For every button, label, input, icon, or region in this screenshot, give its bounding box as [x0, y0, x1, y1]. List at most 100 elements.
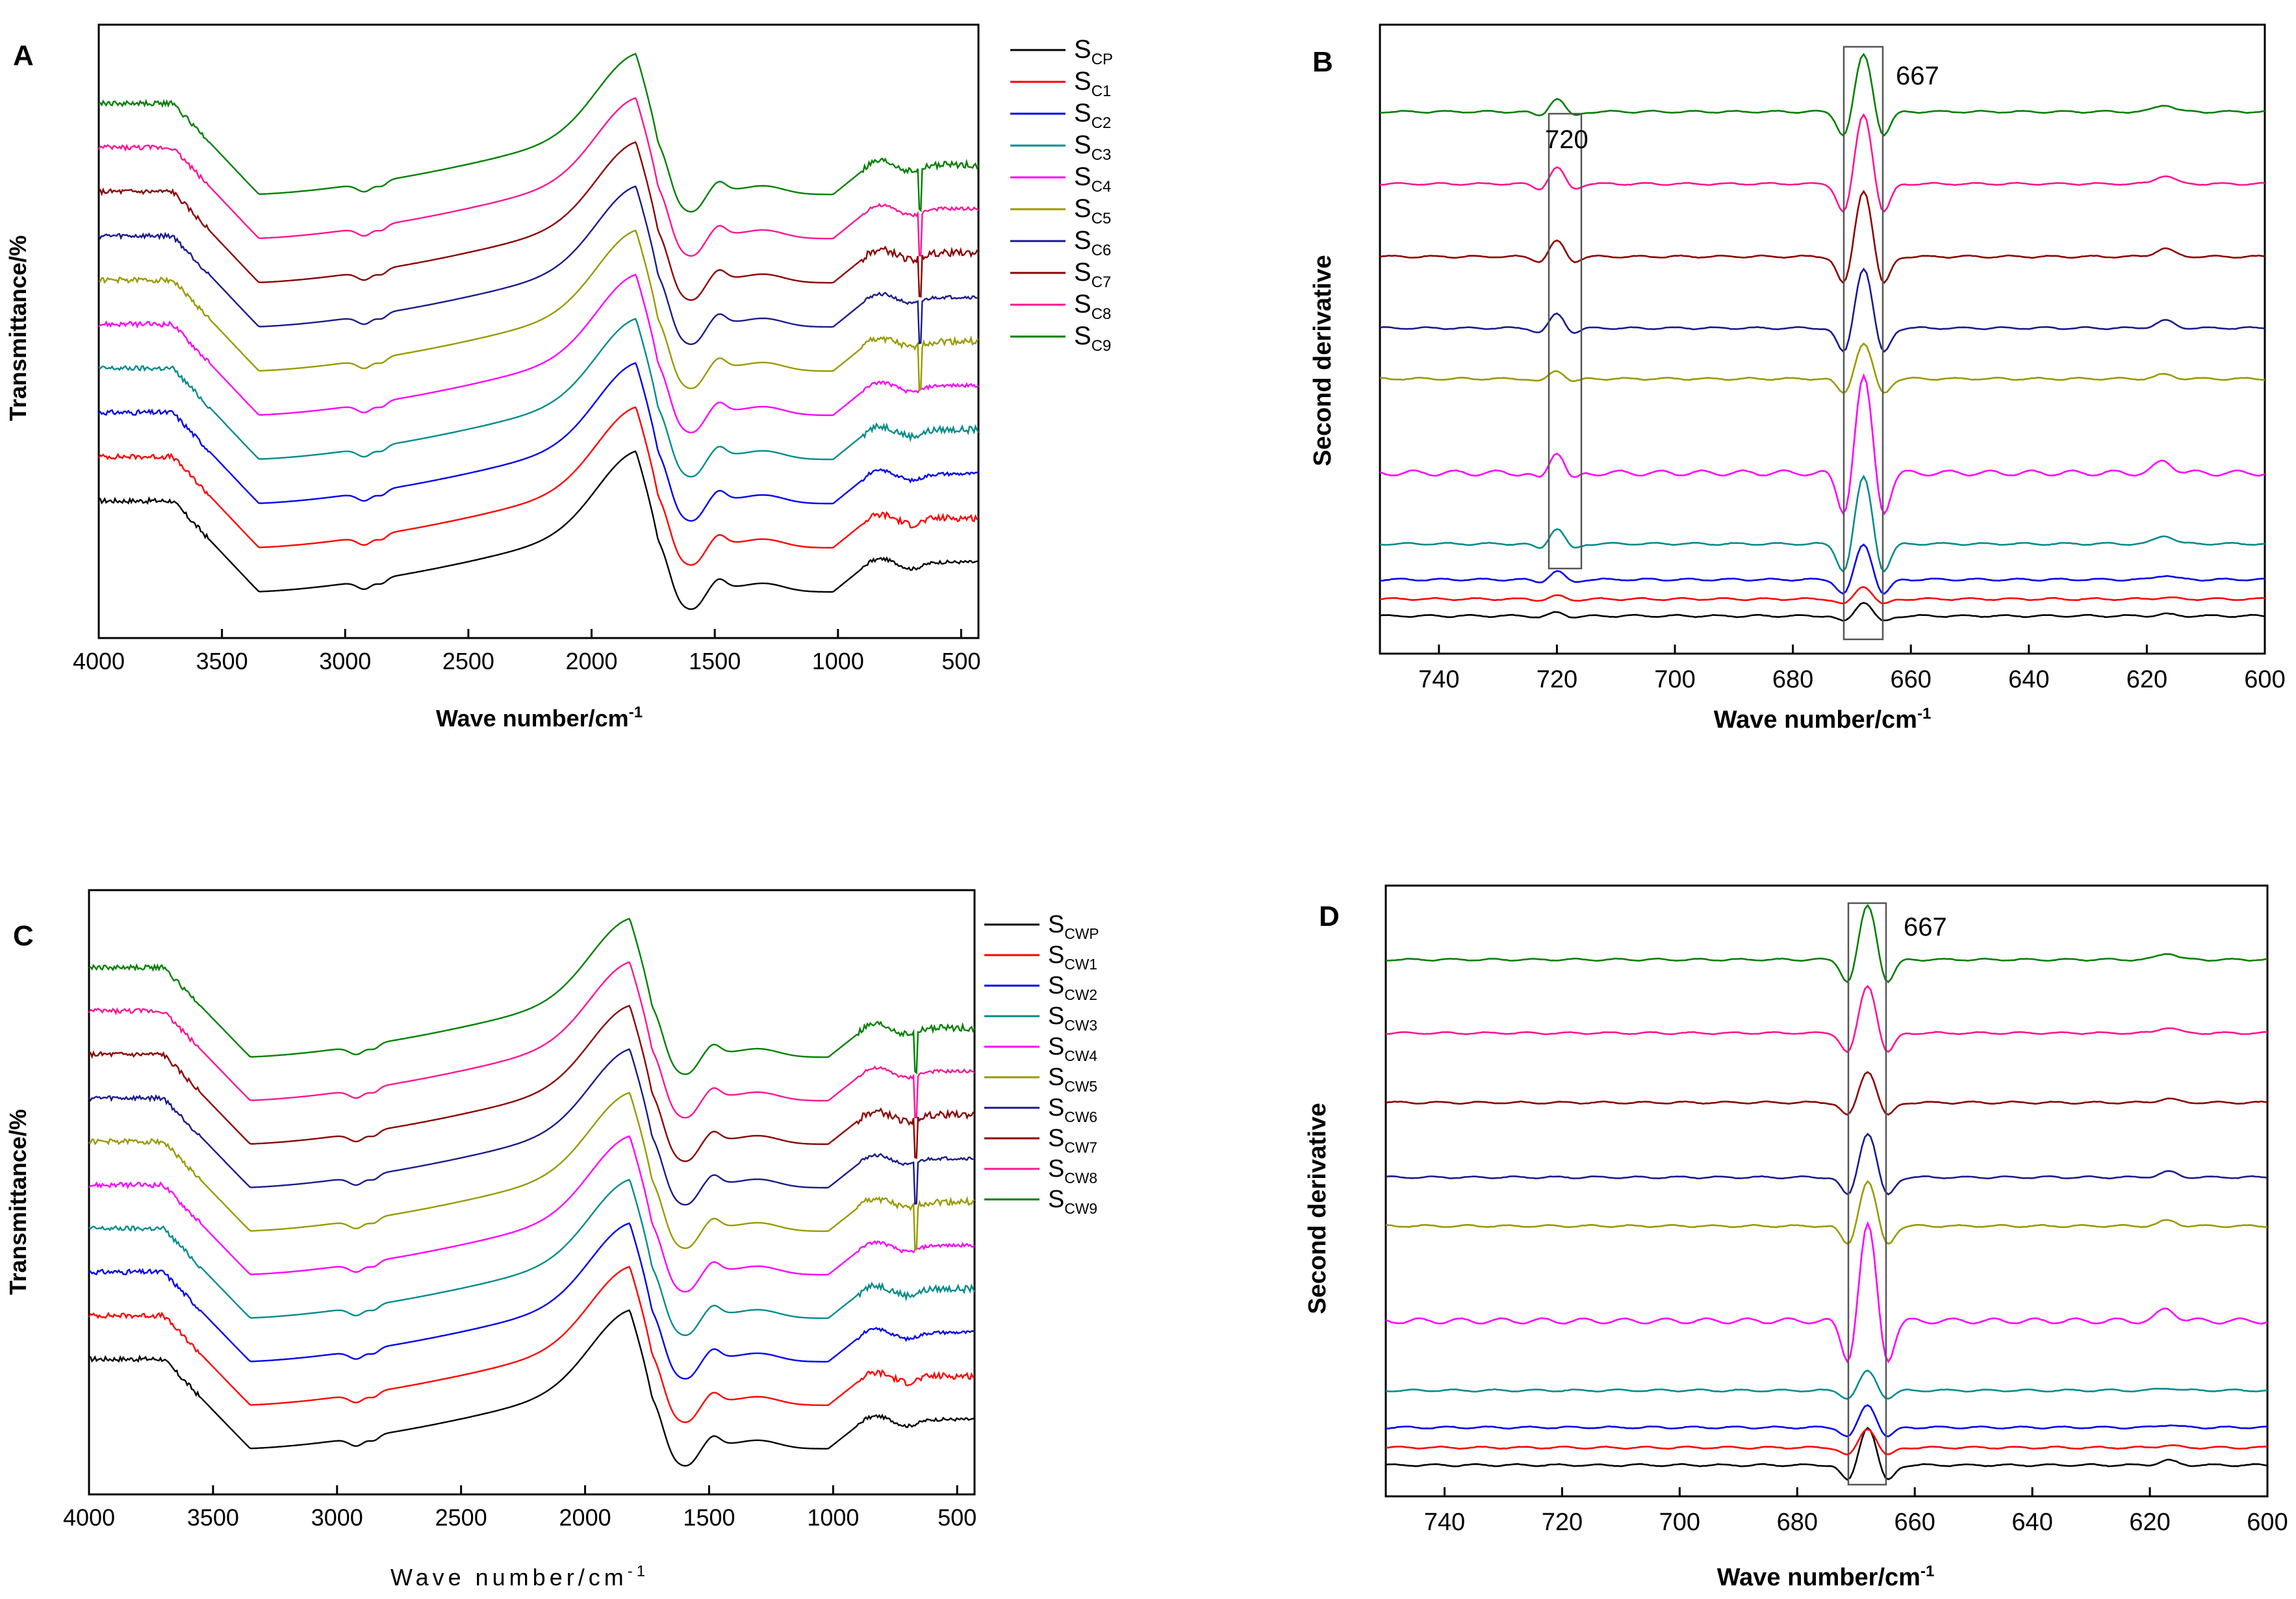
panel-b-annotation-720: 720	[1545, 125, 1588, 154]
derivative-series-line	[1385, 1180, 2268, 1245]
derivative-series-line	[1379, 474, 2265, 573]
panel-a-x-label: Wave number/cm-1	[436, 704, 643, 732]
x-tick-label: 700	[1654, 666, 1695, 693]
panel-d-y-label: Second derivative	[1304, 1103, 1331, 1314]
derivative-series-line	[1379, 342, 2265, 394]
series-line-cw8	[88, 961, 975, 1119]
legend-entry: SCW8	[1048, 1155, 1097, 1186]
legend-entry: SCP	[1074, 35, 1113, 68]
panel-c-label: C	[13, 920, 34, 952]
x-tick-label: 1500	[683, 1504, 735, 1531]
panel-d-x-ticks: 740 720 700 680 660 640 620 600	[1424, 1487, 2288, 1536]
x-tick-label: 740	[1424, 1509, 1465, 1536]
derivative-series-line	[1385, 1428, 2268, 1456]
derivative-series-line	[1379, 190, 2265, 284]
legend-entry: SCW1	[1048, 941, 1097, 973]
legend-entry: SCW5	[1048, 1064, 1097, 1095]
x-tick-label: 2000	[565, 648, 617, 674]
series-line-cw7	[88, 1004, 975, 1162]
legend-entry: SCW2	[1048, 972, 1097, 1003]
derivative-series-line	[1379, 53, 2265, 137]
x-tick-label: 2500	[442, 648, 494, 674]
series-line-cw2	[88, 1222, 975, 1380]
series-line-c4	[98, 274, 979, 433]
legend-entry: SCW7	[1048, 1125, 1097, 1156]
x-tick-label: 2500	[435, 1504, 487, 1531]
legend-entry: SC8	[1074, 290, 1111, 323]
legend-entry: SCW9	[1048, 1186, 1097, 1217]
series-line-cw1	[88, 1266, 975, 1424]
panel-c-curves	[88, 917, 976, 1467]
panel-b-annotation-667: 667	[1896, 62, 1939, 90]
panel-c-frame	[88, 889, 976, 1496]
series-line-cw3	[88, 1179, 976, 1337]
panel-b-x-ticks: 740 720 700 680 660 640 620 600	[1418, 645, 2286, 693]
legend-entry: SC4	[1074, 162, 1111, 196]
derivative-series-line	[1385, 984, 2268, 1053]
panel-a-x-ticks: 4000 3500 3000 2500 2000 1500 1000 500	[73, 629, 980, 674]
derivative-series-line	[1379, 267, 2265, 353]
panel-b-box-667	[1843, 45, 1884, 641]
series-line-cw6	[88, 1048, 975, 1206]
legend-entry: SC5	[1074, 194, 1111, 227]
legend-entry: SCWP	[1048, 911, 1099, 942]
x-tick-label: 600	[2244, 666, 2285, 693]
legend-entry: SC7	[1074, 258, 1111, 291]
x-tick-label: 3500	[196, 648, 248, 674]
x-tick-label: 640	[2008, 666, 2049, 693]
panel-d-curves	[1385, 904, 2268, 1481]
x-tick-label: 620	[2129, 1509, 2170, 1536]
panel-d-box-667	[1847, 902, 1887, 1486]
panel-d-x-label: Wave number/cm-1	[1717, 1563, 1935, 1591]
x-tick-label: 500	[938, 1504, 976, 1531]
legend-entry: SCW4	[1048, 1033, 1097, 1064]
x-tick-label: 1000	[807, 1504, 859, 1531]
panel-b-frame	[1379, 23, 2266, 655]
derivative-series-line	[1379, 113, 2265, 213]
series-line-c7	[98, 141, 979, 301]
series-line-cp	[98, 450, 979, 610]
panel-b: B 720 667 740 720 700 680 660 640 620 600 Wave …	[1309, 23, 2286, 734]
legend-entry: SC6	[1074, 226, 1111, 259]
panel-c-y-label: Transmittance/%	[5, 1109, 31, 1295]
derivative-series-line	[1379, 586, 2265, 605]
x-tick-label: 4000	[63, 1504, 115, 1531]
x-tick-label: 600	[2247, 1509, 2288, 1536]
legend-entry: SC2	[1074, 99, 1111, 132]
x-tick-label: 740	[1418, 666, 1459, 693]
x-tick-label: 640	[2011, 1509, 2052, 1536]
derivative-series-line	[1379, 543, 2265, 595]
panel-d: D 667 740 720 700 680 660 640 620 600 Wave numb…	[1304, 884, 2288, 1591]
legend-entry: SCW6	[1048, 1094, 1097, 1125]
x-tick-label: 700	[1659, 1509, 1700, 1536]
panel-c: C 4000 3500 3000 2500 2000 1500 1000 500 Wave n…	[5, 889, 1099, 1591]
x-tick-label: 1500	[689, 648, 741, 674]
x-tick-label: 660	[1890, 666, 1931, 693]
legend-entry: SC9	[1074, 322, 1111, 355]
panel-a-y-label: Transmittance/%	[5, 235, 31, 421]
panel-b-y-label: Second derivative	[1309, 255, 1336, 466]
derivative-series-line	[1385, 1071, 2268, 1116]
derivative-series-line	[1379, 373, 2265, 516]
derivative-series-line	[1385, 1369, 2268, 1400]
panel-a-label: A	[13, 40, 34, 71]
x-tick-label: 680	[1777, 1509, 1818, 1536]
panel-a-frame	[97, 23, 980, 639]
panel-b-curves	[1379, 53, 2265, 622]
x-tick-label: 620	[2126, 666, 2167, 693]
x-tick-label: 680	[1772, 666, 1813, 693]
derivative-series-line	[1385, 1426, 2268, 1481]
panel-d-label: D	[1319, 901, 1340, 932]
series-line-c8	[97, 97, 979, 257]
derivative-series-line	[1385, 1132, 2268, 1196]
legend-entry: SC1	[1074, 67, 1111, 100]
x-tick-label: 3000	[311, 1504, 363, 1531]
panel-b-label: B	[1312, 46, 1333, 78]
derivative-series-line	[1385, 1404, 2268, 1438]
series-line-c1	[97, 406, 979, 566]
x-tick-label: 720	[1542, 1509, 1583, 1536]
series-line-c3	[98, 318, 980, 478]
x-tick-label: 2000	[559, 1504, 611, 1531]
series-line-c6	[97, 185, 979, 345]
